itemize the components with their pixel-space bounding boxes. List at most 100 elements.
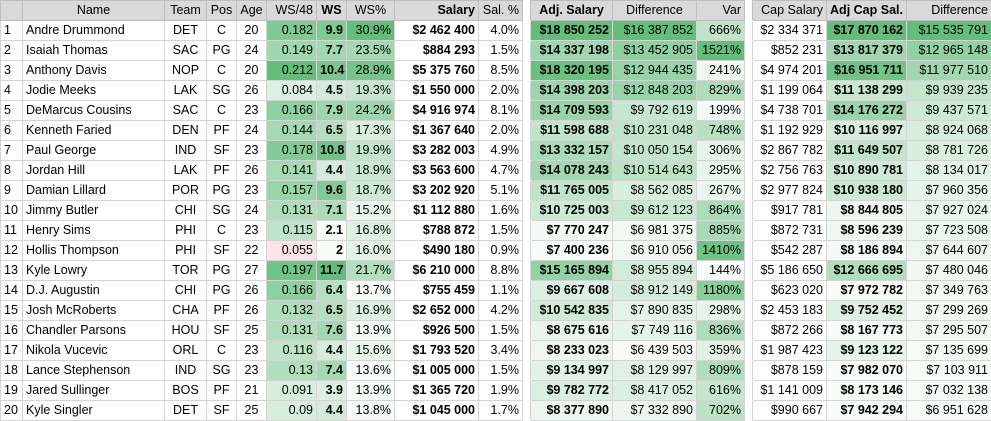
- cell-wspct[interactable]: 24.2%: [346, 100, 395, 121]
- cell-ws[interactable]: 4.4: [316, 400, 347, 421]
- cell-age[interactable]: 22: [236, 240, 267, 261]
- cell-salary[interactable]: $3 202 920: [394, 180, 479, 201]
- cell-ws[interactable]: 4.4: [316, 340, 347, 361]
- cell-salary[interactable]: $1 005 000: [394, 360, 479, 381]
- table-row[interactable]: 12 Hollis Thompson PHI SF 22 0.055 2 16.0% $490 …: [0, 240, 991, 261]
- cell-index[interactable]: 9: [0, 180, 23, 201]
- cell-ws[interactable]: 2: [316, 240, 347, 261]
- cell-cap-salary[interactable]: $623 020: [752, 280, 827, 301]
- cell-difference-2[interactable]: $7 644 607: [906, 240, 991, 261]
- header-salpct[interactable]: Sal. %: [478, 0, 523, 21]
- cell-wspct[interactable]: 13.8%: [346, 400, 395, 421]
- cell-cap-salary[interactable]: $2 756 763: [752, 160, 827, 181]
- cell-pos[interactable]: PG: [206, 180, 237, 201]
- cell-salpct[interactable]: 1.5%: [478, 320, 523, 341]
- cell-ws[interactable]: 7.6: [316, 320, 347, 341]
- cell-cap-salary[interactable]: $2 334 371: [752, 20, 827, 41]
- cell-team[interactable]: CHI: [164, 200, 207, 221]
- cell-difference-2[interactable]: $8 924 068: [906, 120, 991, 141]
- cell-index[interactable]: 5: [0, 100, 23, 121]
- cell-adj-cap-salary[interactable]: $10 890 781: [826, 160, 907, 181]
- cell-pos[interactable]: PF: [206, 120, 237, 141]
- cell-salpct[interactable]: 0.9%: [478, 240, 523, 261]
- cell-adj-salary[interactable]: $15 165 894: [530, 260, 613, 281]
- cell-var[interactable]: 295%: [696, 160, 745, 181]
- cell-age[interactable]: 20: [236, 60, 267, 81]
- cell-team[interactable]: ORL: [164, 340, 207, 361]
- header-age[interactable]: Age: [236, 0, 267, 21]
- cell-team[interactable]: DET: [164, 20, 207, 41]
- cell-age[interactable]: 24: [236, 200, 267, 221]
- cell-salpct[interactable]: 1.1%: [478, 280, 523, 301]
- cell-ws[interactable]: 4.4: [316, 160, 347, 181]
- cell-pos[interactable]: SG: [206, 360, 237, 381]
- cell-salary[interactable]: $2 652 000: [394, 300, 479, 321]
- cell-age[interactable]: 25: [236, 320, 267, 341]
- cell-cap-salary[interactable]: $852 231: [752, 40, 827, 61]
- cell-team[interactable]: CHA: [164, 300, 207, 321]
- cell-adj-cap-salary[interactable]: $14 176 272: [826, 100, 907, 121]
- cell-pos[interactable]: C: [206, 100, 237, 121]
- cell-difference[interactable]: $6 439 503: [612, 340, 697, 361]
- cell-adj-salary[interactable]: $10 725 003: [530, 200, 613, 221]
- cell-pos[interactable]: PF: [206, 300, 237, 321]
- cell-cap-salary[interactable]: $1 199 064: [752, 80, 827, 101]
- cell-difference[interactable]: $12 848 203: [612, 80, 697, 101]
- cell-salary[interactable]: $4 916 974: [394, 100, 479, 121]
- cell-age[interactable]: 23: [236, 340, 267, 361]
- cell-difference-2[interactable]: $15 535 791: [906, 20, 991, 41]
- cell-name[interactable]: Jodie Meeks: [22, 80, 165, 101]
- cell-cap-salary[interactable]: $1 141 009: [752, 380, 827, 401]
- cell-salpct[interactable]: 4.7%: [478, 160, 523, 181]
- cell-salpct[interactable]: 1.9%: [478, 380, 523, 401]
- cell-index[interactable]: 20: [0, 400, 23, 421]
- cell-wspct[interactable]: 18.9%: [346, 160, 395, 181]
- cell-adj-cap-salary[interactable]: $8 186 894: [826, 240, 907, 261]
- cell-salary[interactable]: $5 375 760: [394, 60, 479, 81]
- cell-var[interactable]: 298%: [696, 300, 745, 321]
- cell-salpct[interactable]: 1.5%: [478, 360, 523, 381]
- cell-difference[interactable]: $8 417 052: [612, 380, 697, 401]
- cell-difference[interactable]: $12 944 435: [612, 60, 697, 81]
- cell-adj-salary[interactable]: $7 400 236: [530, 240, 613, 261]
- cell-salary[interactable]: $884 293: [394, 40, 479, 61]
- cell-adj-salary[interactable]: $14 078 243: [530, 160, 613, 181]
- cell-index[interactable]: 12: [0, 240, 23, 261]
- cell-difference-2[interactable]: $9 437 571: [906, 100, 991, 121]
- cell-var[interactable]: 241%: [696, 60, 745, 81]
- cell-var[interactable]: 702%: [696, 400, 745, 421]
- cell-adj-salary[interactable]: $8 377 890: [530, 400, 613, 421]
- cell-team[interactable]: DEN: [164, 120, 207, 141]
- cell-ws48[interactable]: 0.166: [266, 280, 317, 301]
- cell-name[interactable]: Henry Sims: [22, 220, 165, 241]
- cell-adj-cap-salary[interactable]: $7 972 782: [826, 280, 907, 301]
- cell-difference[interactable]: $10 050 154: [612, 140, 697, 161]
- cell-team[interactable]: LAK: [164, 80, 207, 101]
- cell-difference[interactable]: $16 387 852: [612, 20, 697, 41]
- cell-difference[interactable]: $10 514 643: [612, 160, 697, 181]
- cell-adj-salary[interactable]: $11 765 005: [530, 180, 613, 201]
- table-row[interactable]: 19 Jared Sullinger BOS PF 21 0.091 3.9 13.9% $1 …: [0, 380, 991, 401]
- cell-ws48[interactable]: 0.182: [266, 20, 317, 41]
- cell-wspct[interactable]: 28.9%: [346, 60, 395, 81]
- cell-adj-cap-salary[interactable]: $7 982 070: [826, 360, 907, 381]
- cell-ws[interactable]: 7.4: [316, 360, 347, 381]
- cell-adj-salary[interactable]: $14 709 593: [530, 100, 613, 121]
- header-difference-2[interactable]: Difference: [906, 0, 991, 21]
- header-ws48[interactable]: WS/48: [266, 0, 317, 21]
- cell-age[interactable]: 21: [236, 380, 267, 401]
- cell-team[interactable]: IND: [164, 140, 207, 161]
- cell-name[interactable]: Lance Stephenson: [22, 360, 165, 381]
- cell-team[interactable]: PHI: [164, 220, 207, 241]
- cell-salary[interactable]: $1 045 000: [394, 400, 479, 421]
- cell-ws48[interactable]: 0.157: [266, 180, 317, 201]
- header-name[interactable]: Name: [22, 0, 165, 21]
- cell-difference-2[interactable]: $7 349 763: [906, 280, 991, 301]
- cell-ws48[interactable]: 0.091: [266, 380, 317, 401]
- cell-ws48[interactable]: 0.055: [266, 240, 317, 261]
- cell-salary[interactable]: $755 459: [394, 280, 479, 301]
- cell-name[interactable]: Kenneth Faried: [22, 120, 165, 141]
- cell-index[interactable]: 18: [0, 360, 23, 381]
- cell-salpct[interactable]: 8.8%: [478, 260, 523, 281]
- cell-ws[interactable]: 6.5: [316, 120, 347, 141]
